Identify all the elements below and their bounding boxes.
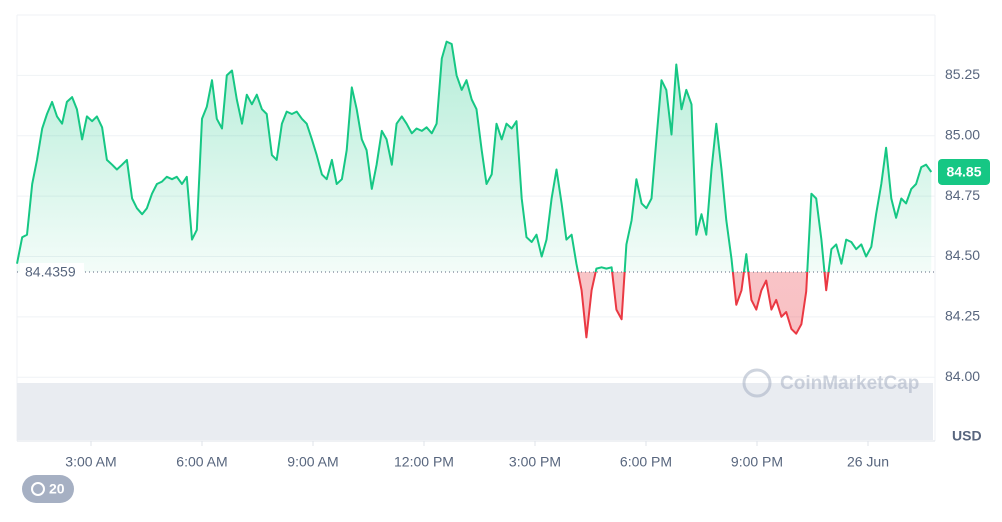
x-tick-label: 9:00 AM	[287, 454, 338, 470]
y-tick-label: 84.50	[945, 247, 980, 263]
x-tick-label: 6:00 PM	[620, 454, 672, 470]
baseline-label-bg	[20, 262, 84, 281]
x-tick-label: 3:00 PM	[509, 454, 561, 470]
y-tick-label: 85.25	[945, 66, 980, 82]
badge-icon	[31, 482, 45, 496]
price-tag	[938, 158, 990, 185]
volume-band	[17, 383, 933, 440]
x-tick-label: 3:00 AM	[65, 454, 116, 470]
badge[interactable]	[22, 475, 74, 503]
x-tick-label: 9:00 PM	[731, 454, 783, 470]
y-unit: USD	[952, 428, 982, 444]
badge-text[interactable]: 20	[49, 481, 65, 497]
y-tick-label: 84.25	[945, 308, 980, 324]
price-tag-label: 84.85	[946, 164, 981, 180]
y-tick-label: 85.00	[945, 126, 980, 142]
watermark-text: CoinMarketCap	[780, 373, 919, 394]
y-tick-label: 84.00	[945, 368, 980, 384]
watermark: CoinMarketCap	[742, 368, 919, 398]
watermark-logo	[742, 368, 772, 398]
area	[17, 41, 932, 338]
x-tick-label: 12:00 PM	[394, 454, 454, 470]
x-tick-label: 26 Jun	[847, 454, 889, 470]
x-tick-label: 6:00 AM	[176, 454, 227, 470]
y-tick-label: 84.75	[945, 187, 980, 203]
price-line	[16, 40, 933, 339]
baseline-label: 84.4359	[25, 264, 76, 280]
